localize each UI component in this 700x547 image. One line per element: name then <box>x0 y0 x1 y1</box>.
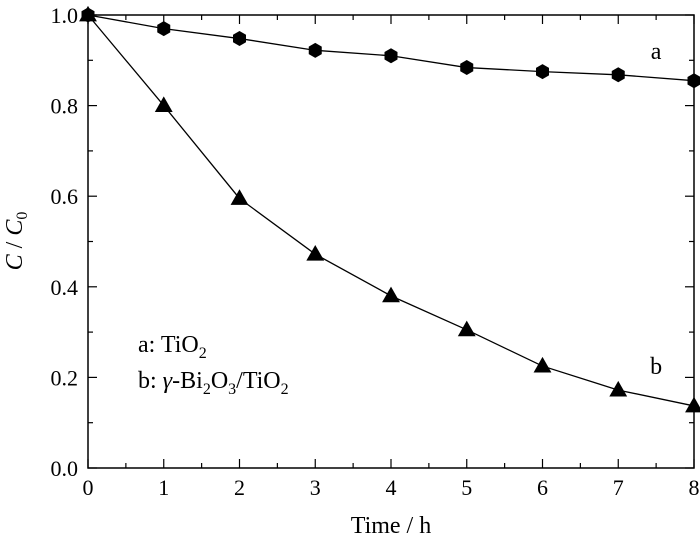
legend-prefix: a: <box>138 332 161 358</box>
x-tick-label: 1 <box>158 475 169 500</box>
data-point-b <box>382 287 400 303</box>
data-point-a <box>385 48 398 63</box>
data-point-b <box>534 357 552 373</box>
data-point-b <box>458 321 476 337</box>
data-point-a <box>536 64 549 79</box>
x-tick-label: 0 <box>83 475 94 500</box>
data-point-a <box>157 21 170 36</box>
legend-text-part: TiO <box>161 332 199 358</box>
legend-text-part: -Bi <box>172 368 203 394</box>
y-tick-label: 0.6 <box>51 184 79 209</box>
y-axis-label-c0: C <box>2 219 28 236</box>
data-point-a <box>233 31 246 46</box>
y-axis-label-c0-subscript: 0 <box>14 212 31 220</box>
x-tick-label: 3 <box>310 475 321 500</box>
y-axis-label: C / C0 <box>2 212 31 271</box>
data-point-a <box>309 43 322 58</box>
legend-text-part: /TiO <box>236 368 280 394</box>
legend-prefix: b: <box>138 368 163 394</box>
legend-text-part: 2 <box>281 381 289 398</box>
y-tick-label: 0.4 <box>51 275 79 300</box>
x-tick-label: 4 <box>386 475 397 500</box>
data-point-b <box>306 245 324 261</box>
series-label-a: a <box>651 39 662 65</box>
y-tick-label: 0.0 <box>51 456 79 481</box>
x-tick-label: 2 <box>234 475 245 500</box>
data-point-a <box>612 67 625 82</box>
y-axis-label-slash: / <box>2 236 28 255</box>
series-label-b: b <box>650 354 662 380</box>
x-tick-label: 5 <box>461 475 472 500</box>
legend-text-part: 2 <box>203 381 211 398</box>
y-tick-label: 0.8 <box>51 94 79 119</box>
data-point-a <box>460 60 473 75</box>
plot-frame <box>88 15 694 468</box>
y-tick-label: 1.0 <box>51 3 79 28</box>
legend-entry: a: TiO2 <box>138 332 207 362</box>
legend-entry: b: γ-Bi2O3/TiO2 <box>138 368 289 398</box>
legend-text-part: O <box>211 368 228 394</box>
x-tick-label: 8 <box>689 475 700 500</box>
data-point-a <box>688 73 700 88</box>
series-line-a <box>88 15 694 81</box>
y-tick-label: 0.2 <box>51 365 79 390</box>
legend-text-part: 2 <box>199 345 207 362</box>
legend-text-part: 3 <box>228 381 236 398</box>
x-tick-label: 7 <box>613 475 624 500</box>
x-tick-label: 6 <box>537 475 548 500</box>
x-axis-label: Time / h <box>351 513 431 539</box>
y-axis-label-c: C <box>2 253 28 270</box>
